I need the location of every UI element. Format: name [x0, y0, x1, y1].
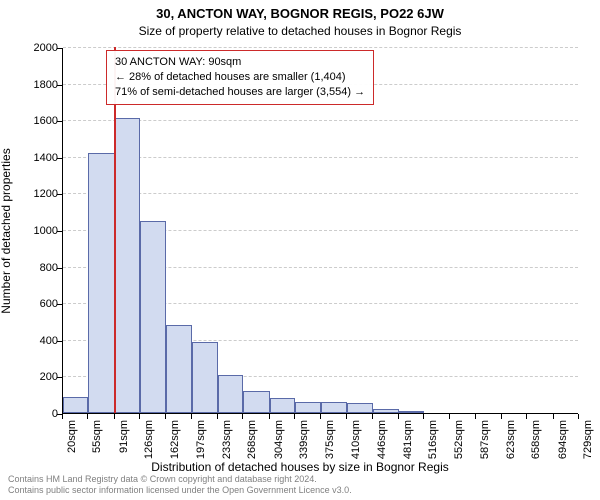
gridline: [63, 120, 578, 121]
xtick-mark: [139, 414, 140, 419]
xtick-label: 410sqm: [350, 420, 362, 459]
histogram-bar: [373, 409, 398, 413]
histogram-bar: [295, 402, 321, 413]
xtick-label: 91sqm: [118, 420, 130, 453]
xtick-mark: [217, 414, 218, 419]
gridline: [63, 193, 578, 194]
ytick-label: 800: [8, 262, 58, 274]
gridline: [63, 47, 578, 48]
xtick-label: 304sqm: [273, 420, 285, 459]
xtick-mark: [501, 414, 502, 419]
xtick-mark: [449, 414, 450, 419]
xtick-mark: [269, 414, 270, 419]
chart-container: 30, ANCTON WAY, BOGNOR REGIS, PO22 6JW S…: [0, 0, 600, 500]
histogram-bar: [243, 391, 269, 413]
ytick-label: 1400: [8, 152, 58, 164]
annotation-line-2: ← 28% of detached houses are smaller (1,…: [115, 70, 365, 85]
xtick-mark: [398, 414, 399, 419]
xtick-mark: [87, 414, 88, 419]
gridline: [63, 157, 578, 158]
histogram-bar: [115, 118, 140, 413]
footer-attribution: Contains HM Land Registry data © Crown c…: [8, 474, 352, 496]
xtick-mark: [372, 414, 373, 419]
xtick-mark: [346, 414, 347, 419]
histogram-bar: [88, 153, 114, 413]
xtick-label: 446sqm: [376, 420, 388, 459]
footer-line-2: Contains public sector information licen…: [8, 485, 352, 496]
xtick-label: 268sqm: [246, 420, 258, 459]
ytick-label: 1200: [8, 188, 58, 200]
annotation-box: 30 ANCTON WAY: 90sqm ← 28% of detached h…: [106, 50, 374, 105]
histogram-bar: [192, 342, 218, 413]
ytick-label: 600: [8, 298, 58, 310]
xtick-label: 729sqm: [582, 420, 594, 459]
xtick-mark: [191, 414, 192, 419]
xtick-label: 20sqm: [66, 420, 78, 453]
xtick-label: 339sqm: [298, 420, 310, 459]
xtick-label: 587sqm: [479, 420, 491, 459]
x-axis-label: Distribution of detached houses by size …: [0, 460, 600, 474]
xtick-label: 233sqm: [221, 420, 233, 459]
xtick-mark: [165, 414, 166, 419]
xtick-label: 623sqm: [505, 420, 517, 459]
xtick-mark: [242, 414, 243, 419]
xtick-label: 658sqm: [530, 420, 542, 459]
xtick-mark: [294, 414, 295, 419]
xtick-mark: [526, 414, 527, 419]
ytick-label: 2000: [8, 42, 58, 54]
annotation-line-1: 30 ANCTON WAY: 90sqm: [115, 55, 365, 70]
xtick-mark: [475, 414, 476, 419]
histogram-bar: [270, 398, 295, 413]
xtick-label: 375sqm: [324, 420, 336, 459]
xtick-mark: [553, 414, 554, 419]
xtick-label: 126sqm: [143, 420, 155, 459]
histogram-bar: [140, 221, 166, 413]
xtick-label: 197sqm: [195, 420, 207, 459]
histogram-bar: [347, 403, 373, 413]
histogram-bar: [399, 411, 424, 413]
histogram-bar: [166, 325, 191, 413]
ytick-label: 1600: [8, 115, 58, 127]
histogram-bar: [218, 375, 243, 413]
xtick-mark: [114, 414, 115, 419]
xtick-label: 694sqm: [557, 420, 569, 459]
xtick-label: 55sqm: [91, 420, 103, 453]
histogram-bar: [63, 397, 88, 413]
ytick-label: 200: [8, 371, 58, 383]
xtick-label: 552sqm: [453, 420, 465, 459]
chart-title: 30, ANCTON WAY, BOGNOR REGIS, PO22 6JW: [0, 6, 600, 21]
xtick-mark: [62, 414, 63, 419]
ytick-label: 400: [8, 335, 58, 347]
ytick-label: 1800: [8, 79, 58, 91]
ytick-label: 0: [8, 408, 58, 420]
xtick-mark: [320, 414, 321, 419]
xtick-label: 481sqm: [402, 420, 414, 459]
histogram-bar: [321, 402, 346, 413]
annotation-line-3: 71% of semi-detached houses are larger (…: [115, 85, 365, 100]
chart-subtitle: Size of property relative to detached ho…: [0, 24, 600, 38]
xtick-label: 516sqm: [427, 420, 439, 459]
xtick-label: 162sqm: [169, 420, 181, 459]
xtick-mark: [578, 414, 579, 419]
xtick-mark: [423, 414, 424, 419]
footer-line-1: Contains HM Land Registry data © Crown c…: [8, 474, 352, 485]
ytick-label: 1000: [8, 225, 58, 237]
